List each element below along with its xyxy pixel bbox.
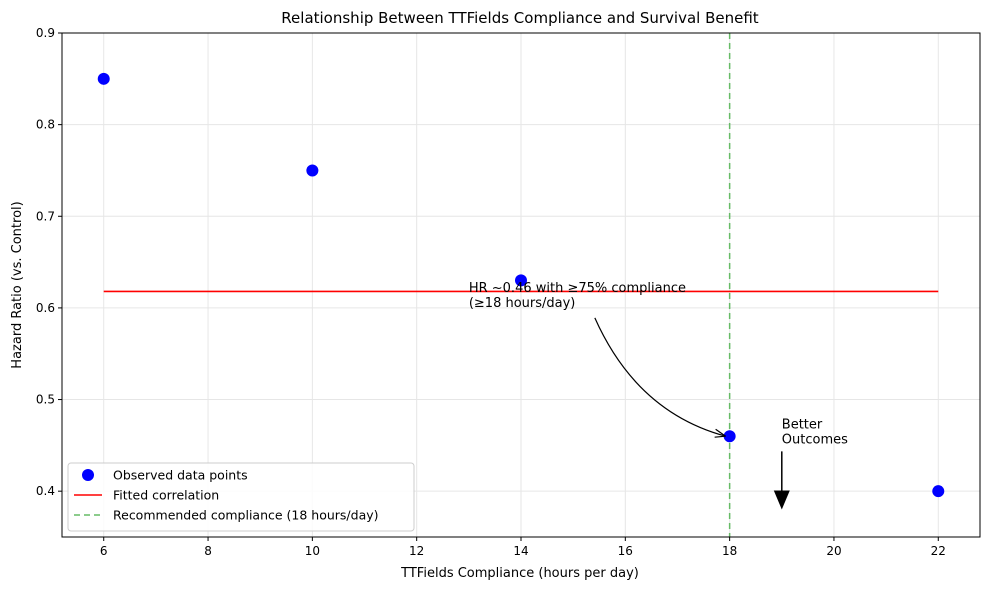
y-tick-label: 0.4 (36, 484, 55, 498)
tick-layer: 6 8 10 12 14 16 18 20 22 0.4 0.5 0.6 0.7 0.8 0.9 (36, 26, 946, 558)
y-tick-label: 0.8 (36, 118, 55, 132)
y-axis-label: Hazard Ratio (vs. Control) (10, 201, 25, 368)
data-point (97, 72, 110, 85)
x-tick-label: 22 (931, 544, 946, 558)
y-tick-label: 0.6 (36, 301, 55, 315)
x-axis-label: TTFields Compliance (hours per day) (400, 566, 639, 581)
x-tick-label: 20 (826, 544, 841, 558)
legend: Observed data points Fitted correlation Re… (67, 462, 415, 532)
legend-box (67, 462, 415, 532)
chart-title: Relationship Between TTFields Compliance… (281, 9, 759, 27)
annotation-text: HR ~0.46 with ≥75% compliance (469, 281, 686, 296)
grid (62, 32, 980, 537)
y-tick-label: 0.7 (36, 209, 55, 223)
y-tick-label: 0.5 (36, 393, 55, 407)
legend-label: Observed data points (113, 468, 248, 483)
x-tick-label: 6 (100, 544, 108, 558)
annotation-text: (≥18 hours/day) (469, 296, 576, 311)
data-point (515, 274, 527, 287)
data-point (306, 164, 319, 177)
legend-swatch (82, 469, 94, 481)
legend-label: Fitted correlation (113, 488, 219, 503)
data-point (932, 485, 945, 498)
legend-label: Recommended compliance (18 hours/day) (113, 508, 379, 523)
outcome-arrowhead (773, 490, 790, 510)
x-tick-label: 18 (722, 544, 737, 558)
x-tick-label: 14 (513, 544, 528, 558)
data-point (723, 430, 736, 443)
series-layer (97, 33, 945, 537)
annotation-text: Outcomes (782, 432, 848, 447)
x-tick-label: 16 (618, 544, 633, 558)
x-tick-label: 12 (409, 544, 424, 558)
x-tick-label: 10 (305, 544, 320, 558)
annotation-layer: HR ~0.46 with ≥75% compliance(≥18 hours/… (469, 281, 848, 510)
y-tick-label: 0.9 (36, 26, 55, 40)
annotation-arrow (594, 317, 726, 437)
annotation-arrowhead (714, 428, 726, 438)
x-tick-label: 8 (204, 544, 212, 558)
annotation-text: Better (782, 417, 823, 432)
